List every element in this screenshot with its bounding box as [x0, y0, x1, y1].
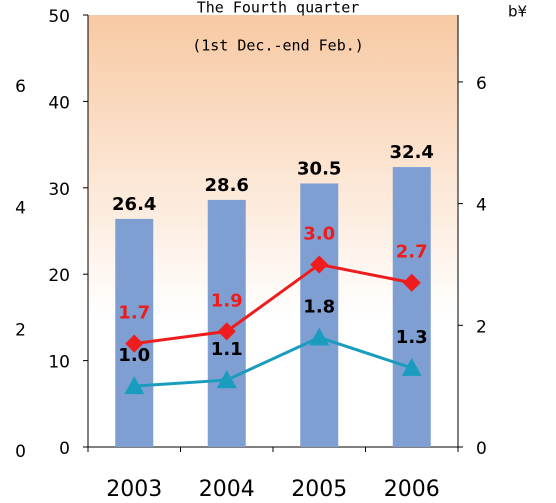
data-label: 2.7 — [396, 242, 428, 263]
x-tick-label: 2004 — [199, 477, 255, 502]
y-tick-label: 20 — [48, 266, 70, 286]
y-tick-label: 10 — [48, 353, 70, 373]
point — [310, 255, 329, 274]
bar — [115, 218, 154, 447]
y2-tick-label: 0 — [476, 439, 487, 459]
bar-label: 30.5 — [297, 158, 341, 179]
data-label: 1.9 — [211, 290, 243, 311]
point — [401, 357, 422, 376]
y-tick-label: 50 — [48, 7, 70, 27]
point — [217, 322, 236, 341]
line — [134, 335, 413, 388]
left-y2-tick-label: 6 — [15, 77, 26, 97]
point — [402, 273, 421, 292]
corner-text: b¥ — [508, 3, 527, 21]
data-label: 1.7 — [118, 303, 150, 324]
x-tick-label: 2003 — [106, 477, 162, 502]
point — [125, 334, 144, 353]
bar — [300, 183, 339, 448]
data-label: 1.3 — [396, 327, 428, 348]
left-y2-tick-label: 2 — [15, 320, 26, 340]
chart-subtitle: (1st Dec.-end Feb.) — [192, 37, 364, 55]
bar-label: 32.4 — [390, 142, 434, 163]
line — [134, 262, 413, 346]
data-label: 3.0 — [303, 223, 335, 244]
y-tick-label: 0 — [59, 439, 70, 459]
point — [309, 327, 330, 346]
bar-label: 28.6 — [205, 175, 249, 196]
point — [216, 370, 237, 389]
data-label: 1.8 — [303, 296, 335, 317]
data-label: 1.0 — [118, 345, 150, 366]
point — [124, 376, 145, 395]
left-y2-tick-label: 0 — [15, 442, 26, 462]
bar — [392, 167, 431, 447]
left-y2-tick-label: 4 — [15, 199, 26, 219]
y2-tick-label: 6 — [476, 74, 487, 94]
y2-tick-label: 2 — [476, 317, 487, 337]
x-tick-label: 2005 — [291, 477, 347, 502]
bar-label: 26.4 — [112, 194, 156, 215]
data-label: 1.1 — [211, 339, 243, 360]
y2-tick-label: 4 — [476, 196, 487, 216]
y-tick-label: 30 — [48, 180, 70, 200]
chart-title: The Fourth quarter — [197, 0, 360, 17]
y-tick-label: 40 — [48, 93, 70, 113]
x-tick-label: 2006 — [384, 477, 440, 502]
